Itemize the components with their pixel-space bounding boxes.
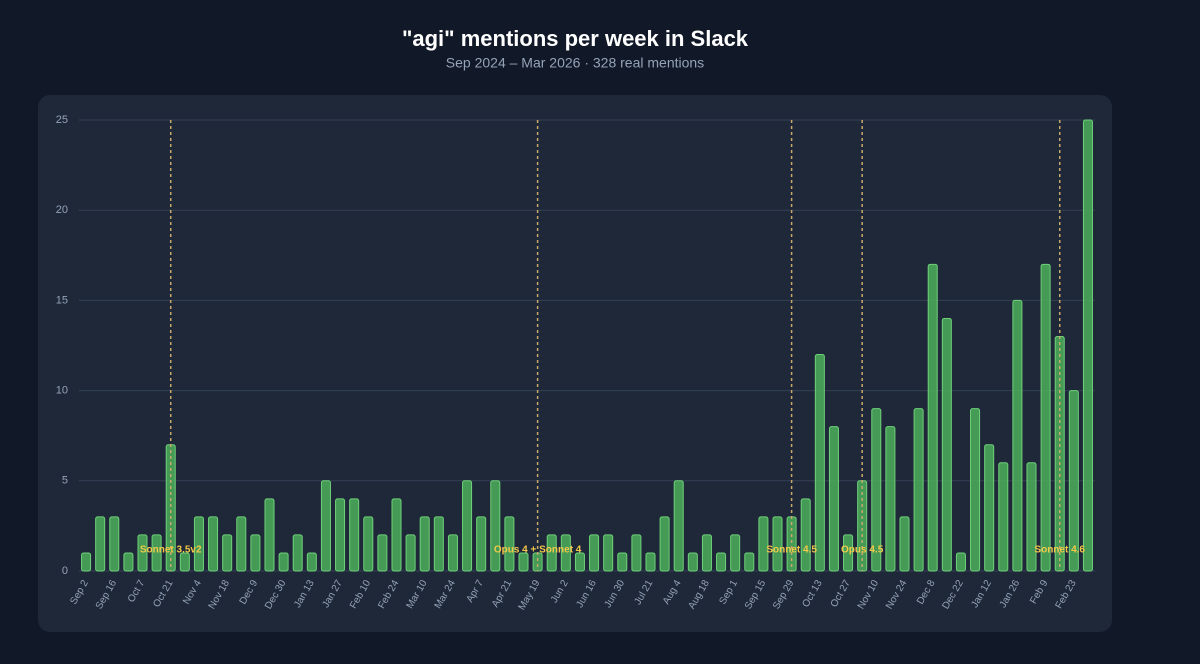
chart-title: "agi" mentions per week in Slack: [402, 26, 749, 51]
bar: [1068, 390, 1079, 572]
bar: [560, 534, 571, 572]
bar: [1082, 119, 1093, 572]
bar: [377, 534, 388, 572]
chart-card: [38, 95, 1112, 632]
bar: [814, 354, 825, 572]
bar: [264, 498, 275, 572]
bar: [490, 480, 501, 572]
y-tick-label: 5: [62, 475, 68, 487]
bar: [730, 534, 741, 572]
bar: [476, 516, 487, 572]
bar: [913, 408, 924, 572]
bar: [193, 516, 204, 572]
bar: [320, 480, 331, 572]
bar: [899, 516, 910, 572]
bar: [574, 552, 585, 572]
bar: [349, 498, 360, 572]
bar: [419, 516, 430, 572]
bar: [546, 534, 557, 572]
bar: [1012, 299, 1023, 572]
annotation-label: Opus 4 + Sonnet 4: [494, 545, 582, 556]
bar: [772, 516, 783, 572]
annotation-label: Sonnet 3.5v2: [140, 545, 202, 556]
y-tick-label: 0: [62, 565, 68, 577]
bar: [927, 263, 938, 572]
bar: [744, 552, 755, 572]
annotation-label: Sonnet 4.5: [766, 545, 817, 556]
bar: [306, 552, 317, 572]
bar: [363, 516, 374, 572]
bar: [758, 516, 769, 572]
bar: [659, 516, 670, 572]
bar: [222, 534, 233, 572]
bar: [462, 480, 473, 572]
bar: [123, 552, 134, 572]
y-tick-label: 25: [56, 114, 68, 126]
bar: [137, 534, 148, 572]
bar: [504, 516, 515, 572]
y-tick-label: 15: [56, 294, 68, 306]
bar: [81, 552, 92, 572]
bar: [800, 498, 811, 572]
y-tick-label: 20: [56, 204, 68, 216]
bar: [405, 534, 416, 572]
bar: [673, 480, 684, 572]
bar: [645, 552, 656, 572]
bar: [941, 317, 952, 572]
bar: [179, 552, 190, 572]
annotation-label: Opus 4.5: [841, 545, 884, 556]
annotation-label: Sonnet 4.6: [1034, 545, 1085, 556]
bar: [447, 534, 458, 572]
bar: [292, 534, 303, 572]
bar: [518, 552, 529, 572]
bar: [208, 516, 219, 572]
bar: [885, 426, 896, 572]
y-tick-label: 10: [56, 385, 68, 397]
bar: [278, 552, 289, 572]
bar: [716, 552, 727, 572]
bar: [109, 516, 120, 572]
bar: [391, 498, 402, 572]
bar: [335, 498, 346, 572]
bar: [701, 534, 712, 572]
chart-subtitle: Sep 2024 – Mar 2026 · 328 real mentions: [446, 55, 704, 71]
bar: [532, 552, 543, 572]
bar: [603, 534, 614, 572]
bar: [617, 552, 628, 572]
bar: [1026, 462, 1037, 572]
bar: [151, 534, 162, 572]
bar: [687, 552, 698, 572]
bar: [955, 552, 966, 572]
bar: [998, 462, 1009, 572]
bar: [236, 516, 247, 572]
bar: [589, 534, 600, 572]
bar: [970, 408, 981, 572]
bar: [1040, 263, 1051, 572]
bar: [250, 534, 261, 572]
bar: [95, 516, 106, 572]
bar: [871, 408, 882, 572]
bar: [843, 534, 854, 572]
bar: [433, 516, 444, 572]
bar: [984, 444, 995, 572]
bar: [631, 534, 642, 572]
bar: [828, 426, 839, 572]
